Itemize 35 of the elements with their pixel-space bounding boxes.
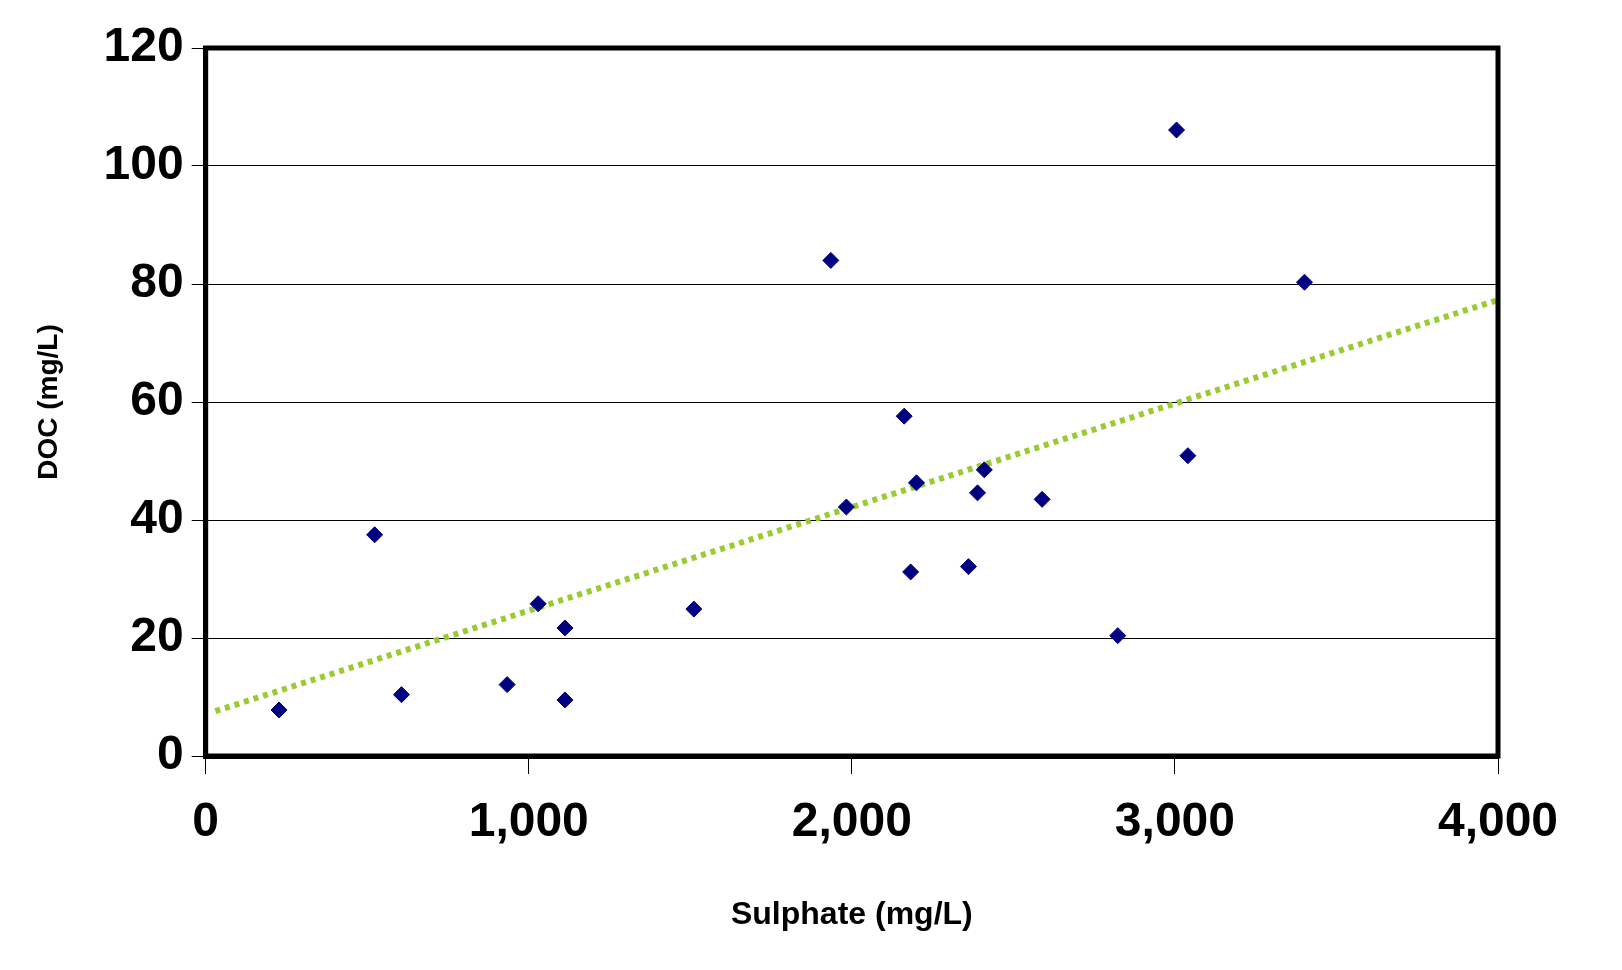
x-tick-label: 2,000 xyxy=(791,793,912,847)
point xyxy=(685,600,703,618)
y-tick-label: 0 xyxy=(156,726,184,780)
point xyxy=(959,558,977,576)
point xyxy=(1179,447,1197,465)
point xyxy=(907,474,925,492)
y-tick-label: 120 xyxy=(103,18,184,72)
x-tick-label: 0 xyxy=(192,793,220,847)
point xyxy=(822,251,840,269)
x-tick-label: 1,000 xyxy=(468,793,589,847)
point xyxy=(1168,121,1186,139)
y-axis-title: DOC (mg/L) xyxy=(31,324,63,480)
point xyxy=(895,407,913,425)
point xyxy=(969,484,987,502)
y-tick-label: 60 xyxy=(130,372,184,426)
x-tick-label: 4,000 xyxy=(1437,793,1559,847)
point xyxy=(366,526,384,544)
point xyxy=(556,619,574,637)
y-tick-label: 80 xyxy=(130,254,184,308)
point xyxy=(837,498,855,516)
point xyxy=(1295,273,1313,291)
point xyxy=(975,461,993,479)
point xyxy=(529,595,547,613)
y-tick-label: 100 xyxy=(103,136,184,190)
point xyxy=(556,691,574,709)
point xyxy=(1033,490,1051,508)
y-tick-label: 40 xyxy=(130,490,184,544)
point xyxy=(902,563,920,581)
x-axis-title: Sulphate (mg/L) xyxy=(730,894,973,931)
point xyxy=(392,686,410,704)
x-tick-label: 3,000 xyxy=(1114,793,1235,847)
y-tick-label: 20 xyxy=(130,608,184,662)
point xyxy=(270,701,288,719)
point xyxy=(1109,627,1127,645)
point xyxy=(498,676,516,694)
